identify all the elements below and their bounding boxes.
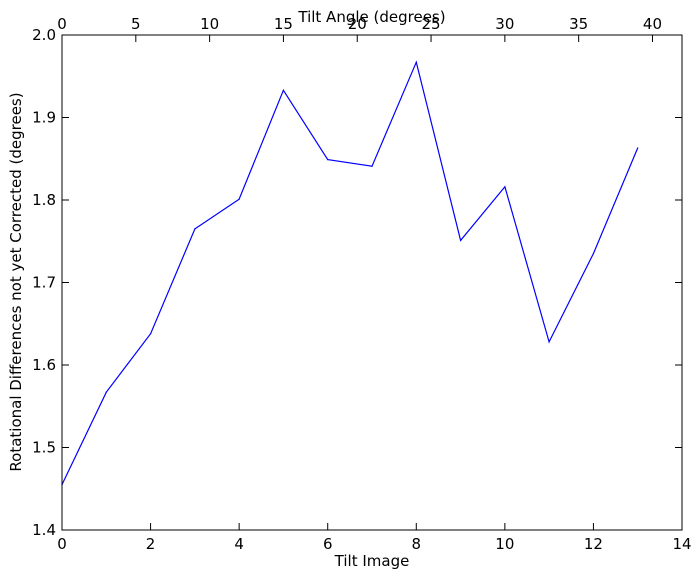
- top-x-tick-label: 20: [348, 15, 367, 33]
- x-tick-label: 14: [672, 535, 691, 553]
- top-x-tick-label: 10: [200, 15, 219, 33]
- series-line: [61, 60, 639, 485]
- data-point: [548, 341, 550, 343]
- y-tick-label: 2.0: [32, 26, 56, 44]
- y-tick-label: 1.6: [32, 356, 56, 374]
- y-tick-label: 1.7: [32, 274, 56, 292]
- data-point: [105, 391, 107, 393]
- top-x-axis-label: Tilt Angle (degrees): [297, 8, 445, 26]
- data-point: [460, 239, 462, 241]
- data-point: [504, 186, 506, 188]
- data-point: [371, 165, 373, 167]
- top-x-tick-label: 30: [495, 15, 514, 33]
- top-x-tick-label: 15: [274, 15, 293, 33]
- y-tick-label: 1.9: [32, 109, 56, 127]
- plot-area: [62, 35, 682, 530]
- y-axis-label: Rotational Differences not yet Corrected…: [7, 92, 25, 471]
- data-point: [592, 253, 595, 255]
- x-tick-label: 4: [234, 535, 244, 553]
- top-x-tick-label: 35: [569, 15, 588, 33]
- x-tick-label: 8: [412, 535, 422, 553]
- y-tick-label: 1.4: [32, 521, 56, 539]
- data-point: [637, 147, 639, 149]
- data-point: [150, 333, 152, 335]
- data-point: [282, 89, 284, 91]
- data-point: [415, 61, 417, 63]
- data-point: [238, 198, 240, 200]
- y-tick-label: 1.5: [32, 439, 56, 457]
- y-tick-label: 1.8: [32, 191, 56, 209]
- x-tick-label: 10: [495, 535, 514, 553]
- top-x-tick-label: 0: [57, 15, 67, 33]
- x-tick-label: 0: [57, 535, 67, 553]
- top-x-tick-label: 5: [131, 15, 141, 33]
- data-point: [194, 228, 196, 230]
- x-axis-label: Tilt Image: [334, 552, 410, 570]
- x-tick-label: 12: [584, 535, 603, 553]
- x-tick-label: 6: [323, 535, 333, 553]
- top-x-tick-label: 40: [643, 15, 662, 33]
- data-point: [327, 159, 329, 161]
- data-series: [61, 60, 639, 486]
- plot-frame: [61, 34, 683, 531]
- top-x-tick-label: 25: [422, 15, 441, 33]
- x-tick-label: 2: [146, 535, 156, 553]
- axis-tick-labels: 0 2 4 6 8 10 12 141.41.51.61.71.81.92.00 5 10 15 20…: [32, 15, 691, 553]
